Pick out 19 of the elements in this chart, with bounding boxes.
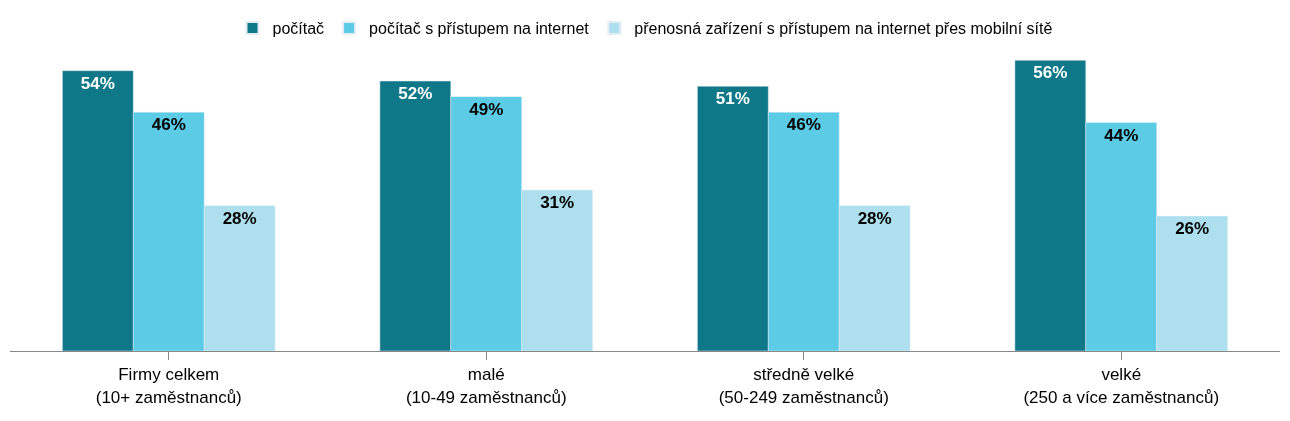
x-tick-label: velké (250 a více zaměstnanců) — [1023, 365, 1220, 407]
data-label: 49% — [469, 99, 504, 119]
data-label: 31% — [540, 193, 575, 213]
data-label: 46% — [786, 115, 821, 135]
x-tick-label: Firmy celkem (10+ zaměstnanců) — [95, 365, 242, 407]
data-label: 44% — [1104, 125, 1139, 145]
x-tick-label: malé (10-49 zaměstnanců) — [405, 365, 567, 407]
data-label: 51% — [715, 89, 750, 109]
legend-label: počítač — [272, 20, 325, 38]
legend-label: přenosná zařízení s přístupem na internet přes mobilní sítě — [634, 20, 1053, 38]
data-label: 28% — [222, 208, 257, 228]
data-label: 28% — [857, 208, 892, 228]
data-label: 56% — [1033, 63, 1068, 83]
data-label: 54% — [80, 73, 115, 93]
legend-label: počítač s přístupem na internet — [369, 20, 590, 38]
data-label: 46% — [151, 115, 186, 135]
x-tick-label: středně velké (50-249 zaměstnanců) — [718, 365, 889, 407]
data-label: 26% — [1175, 219, 1210, 239]
data-label: 52% — [398, 84, 433, 104]
